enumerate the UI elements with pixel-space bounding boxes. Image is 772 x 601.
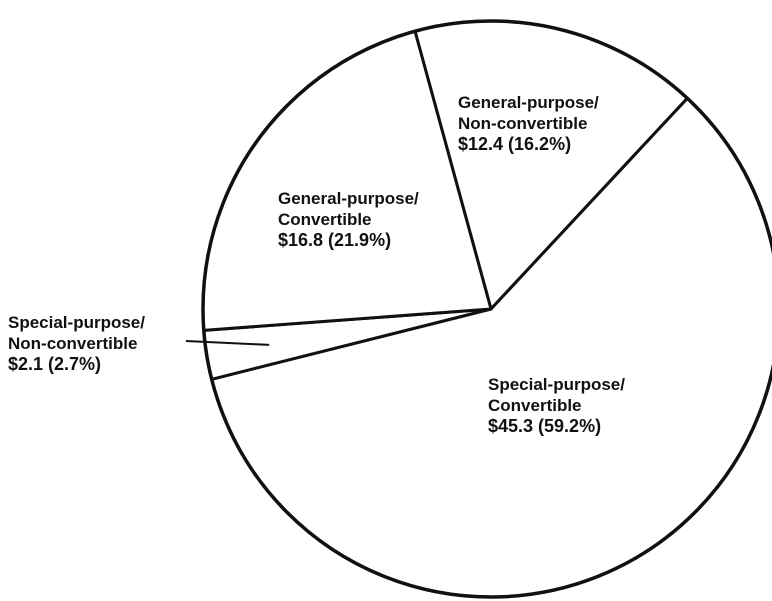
slice-label-line: Non-convertible bbox=[458, 114, 587, 133]
slice-label-line: General-purpose/ bbox=[458, 93, 599, 112]
slice-value-label: $16.8 (21.9%) bbox=[278, 230, 391, 250]
label-general-purpose-non-convertible: General-purpose/Non-convertible $12.4 (16… bbox=[458, 93, 599, 154]
pie-slices bbox=[201, 19, 772, 599]
leader-line-special-purpose-non-convertible bbox=[185, 340, 270, 346]
slice-label-line: Convertible bbox=[488, 396, 582, 415]
slice-value-label: $2.1 (2.7%) bbox=[8, 354, 101, 374]
label-special-purpose-convertible: Special-purpose/Convertible $45.3 (59.2%) bbox=[488, 375, 625, 436]
label-general-purpose-convertible: General-purpose/Convertible $16.8 (21.9%) bbox=[278, 189, 419, 250]
slice-value-label: $12.4 (16.2%) bbox=[458, 134, 571, 154]
slice-label-line: Special-purpose/ bbox=[488, 375, 625, 394]
slice-label-line: Special-purpose/ bbox=[8, 313, 145, 332]
slice-label-line: Convertible bbox=[278, 210, 372, 229]
label-special-purpose-non-convertible: Special-purpose/Non-convertible $2.1 (2.7… bbox=[8, 313, 145, 374]
slice-label-line: General-purpose/ bbox=[278, 189, 419, 208]
slice-label-line: Non-convertible bbox=[8, 334, 137, 353]
pie-labels: General-purpose/Non-convertible $12.4 (16… bbox=[8, 93, 625, 436]
slice-value-label: $45.3 (59.2%) bbox=[488, 416, 601, 436]
pie-outline bbox=[201, 19, 772, 599]
